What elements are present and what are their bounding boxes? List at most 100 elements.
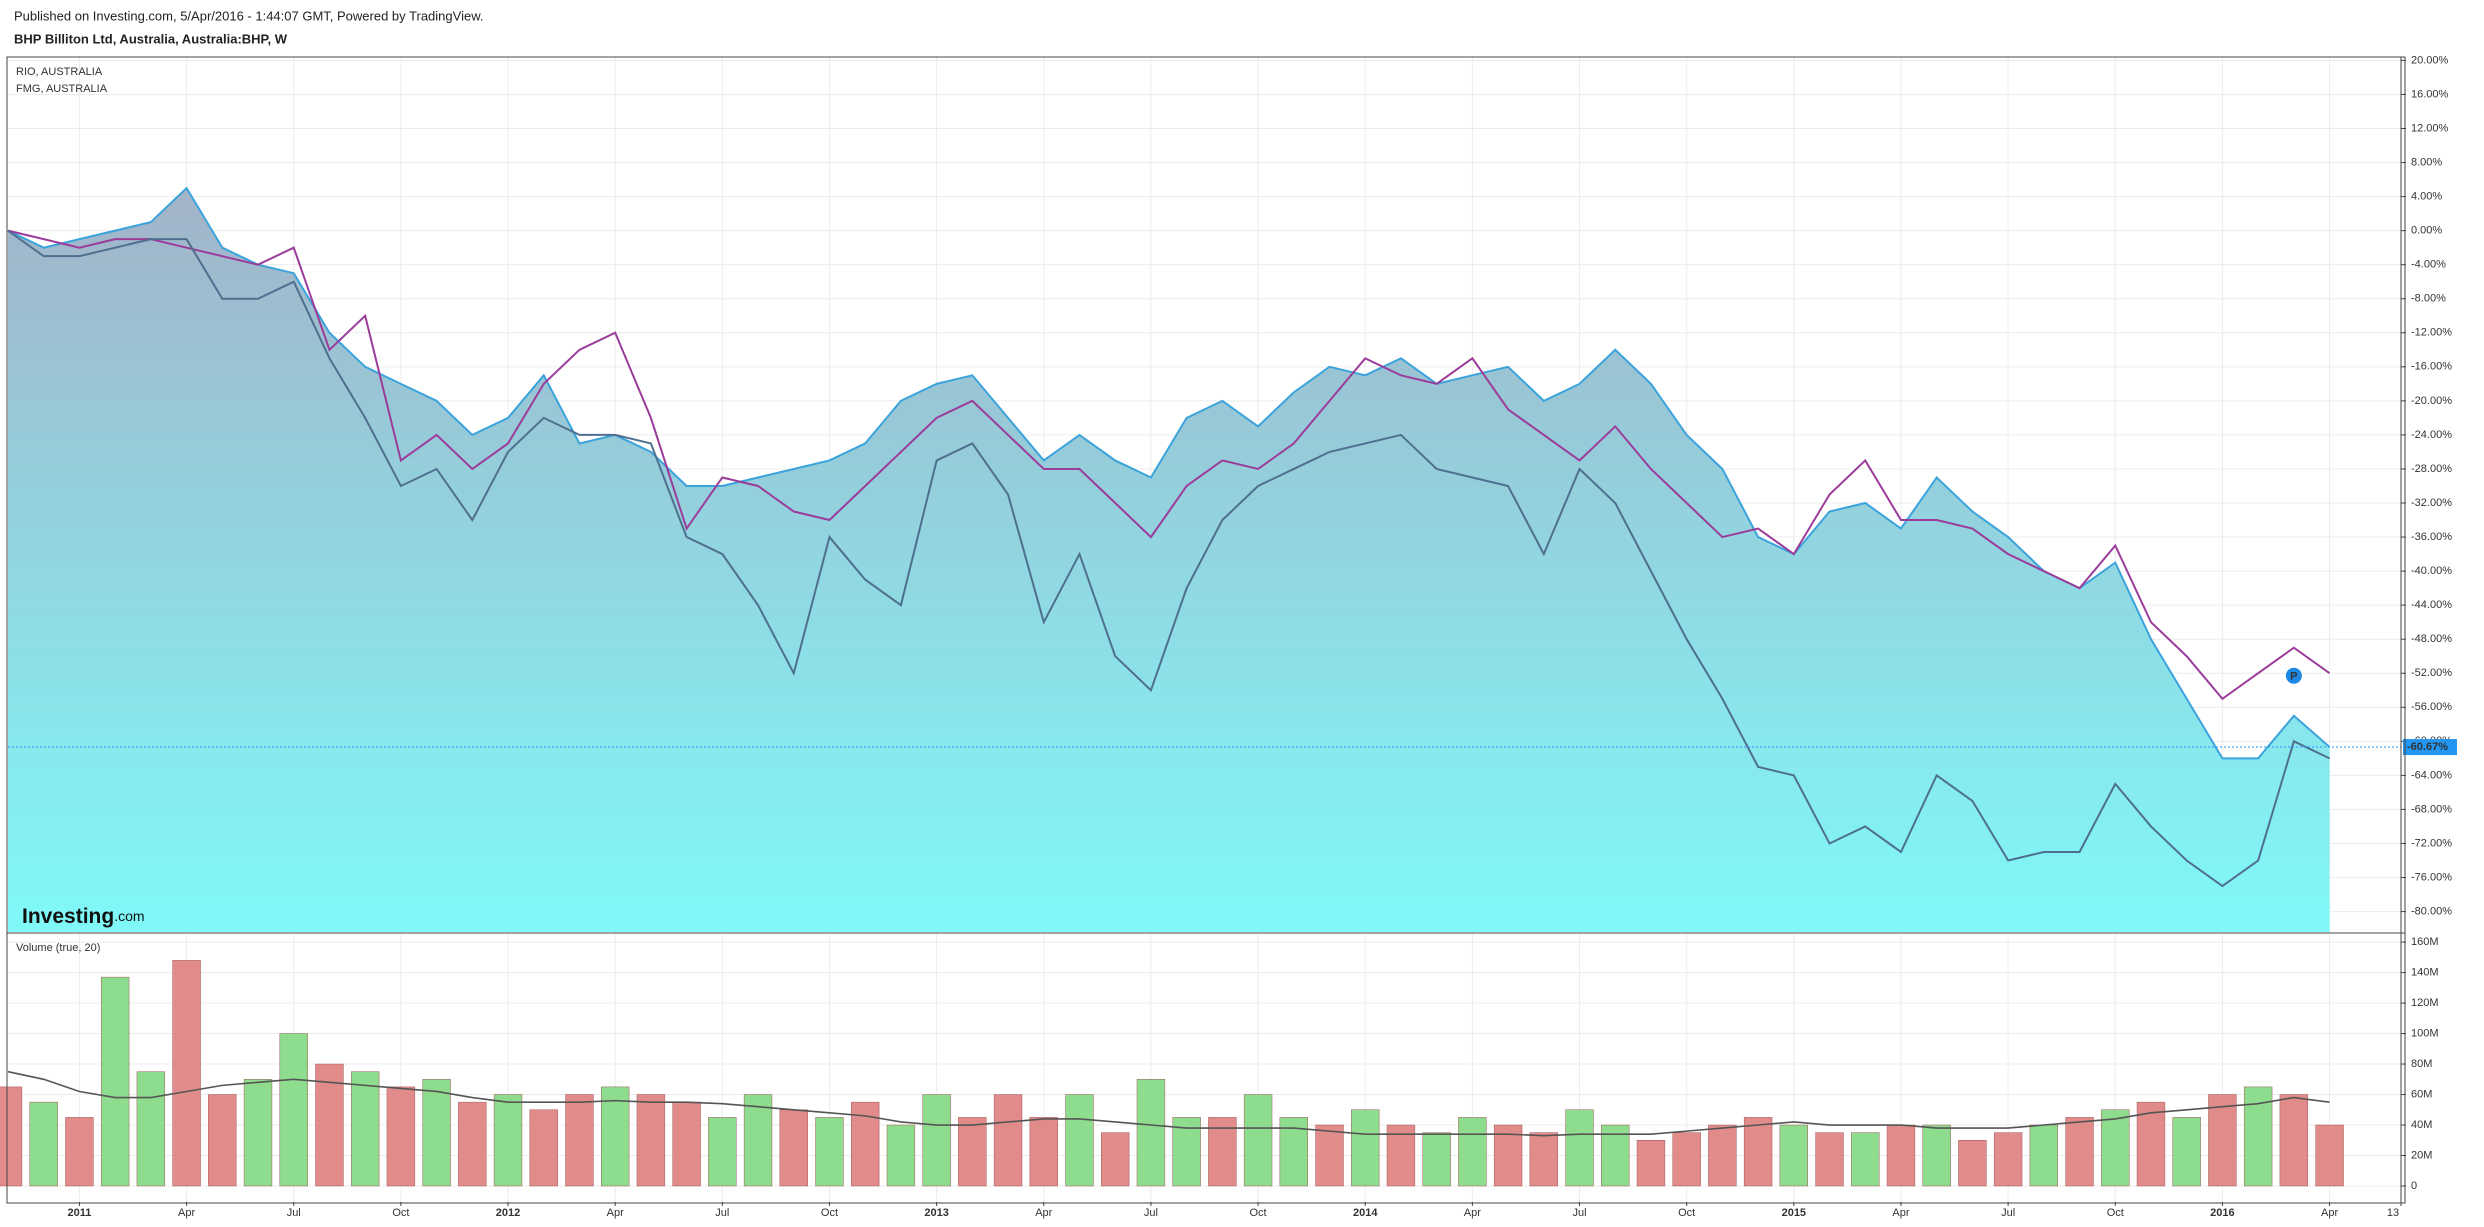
volume-bar bbox=[529, 1109, 558, 1187]
y-tick-label: 12.00% bbox=[2411, 122, 2449, 134]
y-tick-label: 20M bbox=[2411, 1149, 2432, 1161]
plot-layer: 20.00% 16.00% 12.00% 8.00% 4.00% 0.00% -4.00% -… bbox=[0, 54, 2457, 1219]
volume-bar bbox=[1315, 1124, 1344, 1187]
x-tick-label: 2011 bbox=[67, 1207, 91, 1219]
volume-bar bbox=[1601, 1124, 1630, 1187]
moving-average-line bbox=[7, 1070, 2330, 1137]
volume-bar bbox=[1743, 1117, 1773, 1187]
volume-bar bbox=[1565, 1109, 1594, 1187]
x-tick-label: 2015 bbox=[1782, 1207, 1806, 1219]
volume-bar bbox=[1672, 1132, 1701, 1187]
x-tick-label: Oct bbox=[1250, 1207, 1267, 1219]
volume-bar bbox=[2315, 1124, 2344, 1187]
y-tick-label: -52.00% bbox=[2411, 667, 2452, 679]
series-line bbox=[7, 229, 2331, 888]
volume-bar bbox=[1493, 1124, 1523, 1187]
current-value-badge bbox=[2403, 739, 2457, 756]
volume-bar bbox=[2172, 1117, 2201, 1187]
volume-bar bbox=[1993, 1132, 2023, 1187]
series-line bbox=[7, 229, 2331, 701]
volume-bar bbox=[565, 1094, 594, 1187]
volume-bar bbox=[743, 1094, 773, 1187]
x-tick-label: 13 bbox=[2387, 1207, 2399, 1219]
volume-bar bbox=[1958, 1140, 1987, 1187]
y-tick-label: -36.00% bbox=[2411, 531, 2452, 543]
y-tick-label: -64.00% bbox=[2411, 769, 2452, 781]
y-tick-label: -48.00% bbox=[2411, 633, 2452, 645]
x-tick-label: Jul bbox=[2001, 1207, 2015, 1219]
volume-bar bbox=[1529, 1132, 1558, 1187]
watermark-suffix: .com bbox=[114, 908, 144, 924]
x-tick-label: Apr bbox=[607, 1207, 624, 1219]
x-tick-label: Apr bbox=[178, 1207, 195, 1219]
y-tick-label: -44.00% bbox=[2411, 599, 2452, 611]
y-tick-label: -8.00% bbox=[2411, 293, 2446, 305]
series-line bbox=[7, 186, 2331, 760]
y-tick-label: -68.00% bbox=[2411, 803, 2452, 815]
volume-bar bbox=[1458, 1117, 1487, 1187]
panel-title: Volume (true, 20) bbox=[16, 942, 100, 954]
volume-bar bbox=[2029, 1124, 2059, 1187]
y-tick-label: 120M bbox=[2411, 997, 2439, 1009]
volume-bar bbox=[65, 1117, 94, 1187]
x-tick-label: 2016 bbox=[2210, 1207, 2234, 1219]
marker-dot bbox=[2285, 667, 2302, 684]
volume-bar bbox=[1243, 1094, 1273, 1187]
y-tick-label: -20.00% bbox=[2411, 395, 2452, 407]
volume-bar bbox=[136, 1071, 166, 1187]
volume-bar bbox=[172, 960, 201, 1187]
volume-bar bbox=[1779, 1124, 1809, 1187]
x-tick-label: Jul bbox=[1572, 1207, 1586, 1219]
y-tick-label: -32.00% bbox=[2411, 497, 2452, 509]
legend-entry: FMG, AUSTRALIA bbox=[16, 83, 108, 95]
volume-bar bbox=[1422, 1132, 1451, 1187]
y-tick-label: -16.00% bbox=[2411, 361, 2452, 373]
volume-bar bbox=[29, 1101, 58, 1187]
y-tick-label: 20.00% bbox=[2411, 54, 2449, 66]
volume-bar bbox=[993, 1094, 1023, 1187]
volume-bar bbox=[958, 1117, 987, 1187]
x-tick-label: Apr bbox=[1892, 1207, 1909, 1219]
y-tick-label: -56.00% bbox=[2411, 701, 2452, 713]
x-tick-label: 2013 bbox=[924, 1207, 948, 1219]
volume-bar bbox=[1886, 1124, 1916, 1187]
x-tick-label: Oct bbox=[392, 1207, 409, 1219]
volume-bar bbox=[672, 1101, 701, 1187]
y-tick-label: 40M bbox=[2411, 1119, 2432, 1131]
volume-bar bbox=[350, 1071, 380, 1187]
y-tick-label: -76.00% bbox=[2411, 871, 2452, 883]
x-tick-label: Apr bbox=[1035, 1207, 1052, 1219]
volume-bar bbox=[600, 1086, 630, 1187]
volume-bar bbox=[243, 1079, 273, 1187]
y-tick-label: 80M bbox=[2411, 1058, 2432, 1070]
y-tick-label: 4.00% bbox=[2411, 190, 2442, 202]
y-tick-label: 16.00% bbox=[2411, 88, 2449, 100]
volume-bar bbox=[886, 1124, 916, 1187]
y-tick-label: 160M bbox=[2411, 936, 2439, 948]
volume-bar bbox=[2208, 1094, 2237, 1187]
volume-bar bbox=[1851, 1132, 1880, 1187]
volume-bar bbox=[458, 1101, 487, 1187]
x-tick-label: Jul bbox=[715, 1207, 729, 1219]
volume-bar bbox=[922, 1094, 951, 1187]
x-tick-label: Jul bbox=[287, 1207, 301, 1219]
frame bbox=[6, 56, 2406, 1204]
symbol-line: BHP Billiton Ltd, Australia, Australia:B… bbox=[14, 31, 288, 46]
x-tick-label: Apr bbox=[2321, 1207, 2338, 1219]
volume-bar bbox=[2101, 1109, 2130, 1187]
volume-bar bbox=[1136, 1079, 1166, 1187]
volume-bar bbox=[2136, 1101, 2166, 1187]
volume-bar bbox=[815, 1117, 844, 1187]
y-tick-label: -40.00% bbox=[2411, 565, 2452, 577]
volume-bar bbox=[315, 1063, 344, 1187]
x-tick-label: Oct bbox=[821, 1207, 838, 1219]
legend-entry: RIO, AUSTRALIA bbox=[16, 66, 103, 78]
y-tick-label: 0 bbox=[2411, 1180, 2417, 1192]
y-tick-label: -4.00% bbox=[2411, 259, 2446, 271]
volume-bar bbox=[0, 1086, 23, 1187]
volume-bar bbox=[1101, 1132, 1130, 1187]
volume-bar bbox=[779, 1109, 808, 1187]
y-tick-label: 60M bbox=[2411, 1088, 2432, 1100]
